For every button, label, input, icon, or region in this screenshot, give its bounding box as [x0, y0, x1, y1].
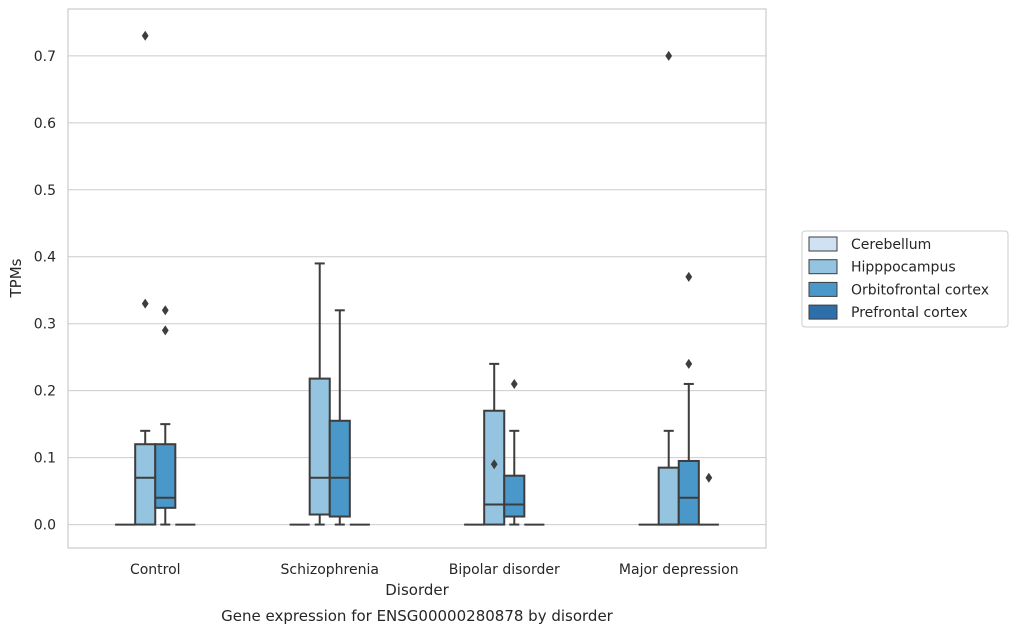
y-tick-label: 0.2 [34, 384, 56, 400]
y-tick-label: 0.7 [34, 49, 56, 65]
y-axis-title: TPMs [7, 258, 25, 298]
box-group [134, 30, 157, 526]
box [677, 459, 700, 526]
outlier-marker [141, 298, 149, 309]
x-axis-title: Disorder [385, 581, 449, 599]
y-tick-label: 0.3 [34, 317, 56, 333]
figure-caption: Gene expression for ENSG00000280878 by d… [221, 607, 614, 625]
legend-label: Prefrontal cortex [851, 305, 968, 321]
x-tick-label: Control [130, 562, 181, 578]
legend: Cerebellum Hipppocampus Orbitofrontal cort… [801, 230, 1009, 328]
outlier-marker [665, 50, 673, 61]
box-group [657, 50, 680, 526]
plot-frame [67, 8, 767, 549]
legend-item: Cerebellum [808, 236, 931, 253]
box-group [677, 271, 700, 526]
legend-frame [801, 230, 1009, 328]
box-group [308, 262, 331, 526]
x-tick-labels: Control Schizophrenia Bipolar disorder Majo… [130, 562, 739, 578]
y-tick-label: 0.0 [34, 518, 56, 534]
box-group [483, 362, 506, 526]
outlier-marker [141, 30, 149, 41]
box [154, 443, 177, 509]
outlier-marker [161, 325, 169, 336]
legend-label: Hipppocampus [851, 260, 956, 276]
box-group [698, 472, 719, 526]
x-tick-label: Bipolar disorder [449, 562, 560, 578]
y-tick-labels: 0.0 0.1 0.2 0.3 0.4 0.5 0.6 0.7 [34, 49, 56, 534]
outlier-marker [685, 358, 693, 369]
y-tick-label: 0.4 [34, 250, 56, 266]
legend-label: Cerebellum [851, 237, 931, 253]
outlier-marker [490, 459, 498, 470]
box [308, 377, 331, 516]
legend-item: Orbitofrontal cortex [808, 281, 989, 298]
box-layer [115, 30, 719, 526]
legend-swatch [808, 281, 838, 297]
legend-label: Orbitofrontal cortex [851, 282, 989, 298]
legend-swatch [808, 304, 838, 320]
box [134, 443, 157, 526]
legend-item: Prefrontal cortex [808, 304, 968, 321]
legend-items: Cerebellum Hipppocampus Orbitofrontal cort… [808, 236, 989, 321]
box [328, 419, 351, 518]
outlier-marker [161, 305, 169, 316]
outlier-marker [685, 271, 693, 282]
legend-swatch [808, 236, 838, 252]
y-tick-label: 0.6 [34, 116, 56, 132]
box-group [154, 305, 177, 526]
box-group [503, 378, 526, 526]
y-tick-label: 0.5 [34, 183, 56, 199]
y-tick-label: 0.1 [34, 451, 56, 467]
box-group [328, 309, 351, 526]
legend-swatch [808, 259, 838, 275]
outlier-marker [705, 472, 713, 483]
x-tick-label: Major depression [619, 562, 739, 578]
grid-layer [68, 55, 766, 526]
box [503, 474, 526, 518]
x-tick-label: Schizophrenia [281, 562, 379, 578]
outlier-marker [510, 378, 518, 389]
legend-item: Hipppocampus [808, 259, 956, 276]
box [657, 466, 680, 526]
